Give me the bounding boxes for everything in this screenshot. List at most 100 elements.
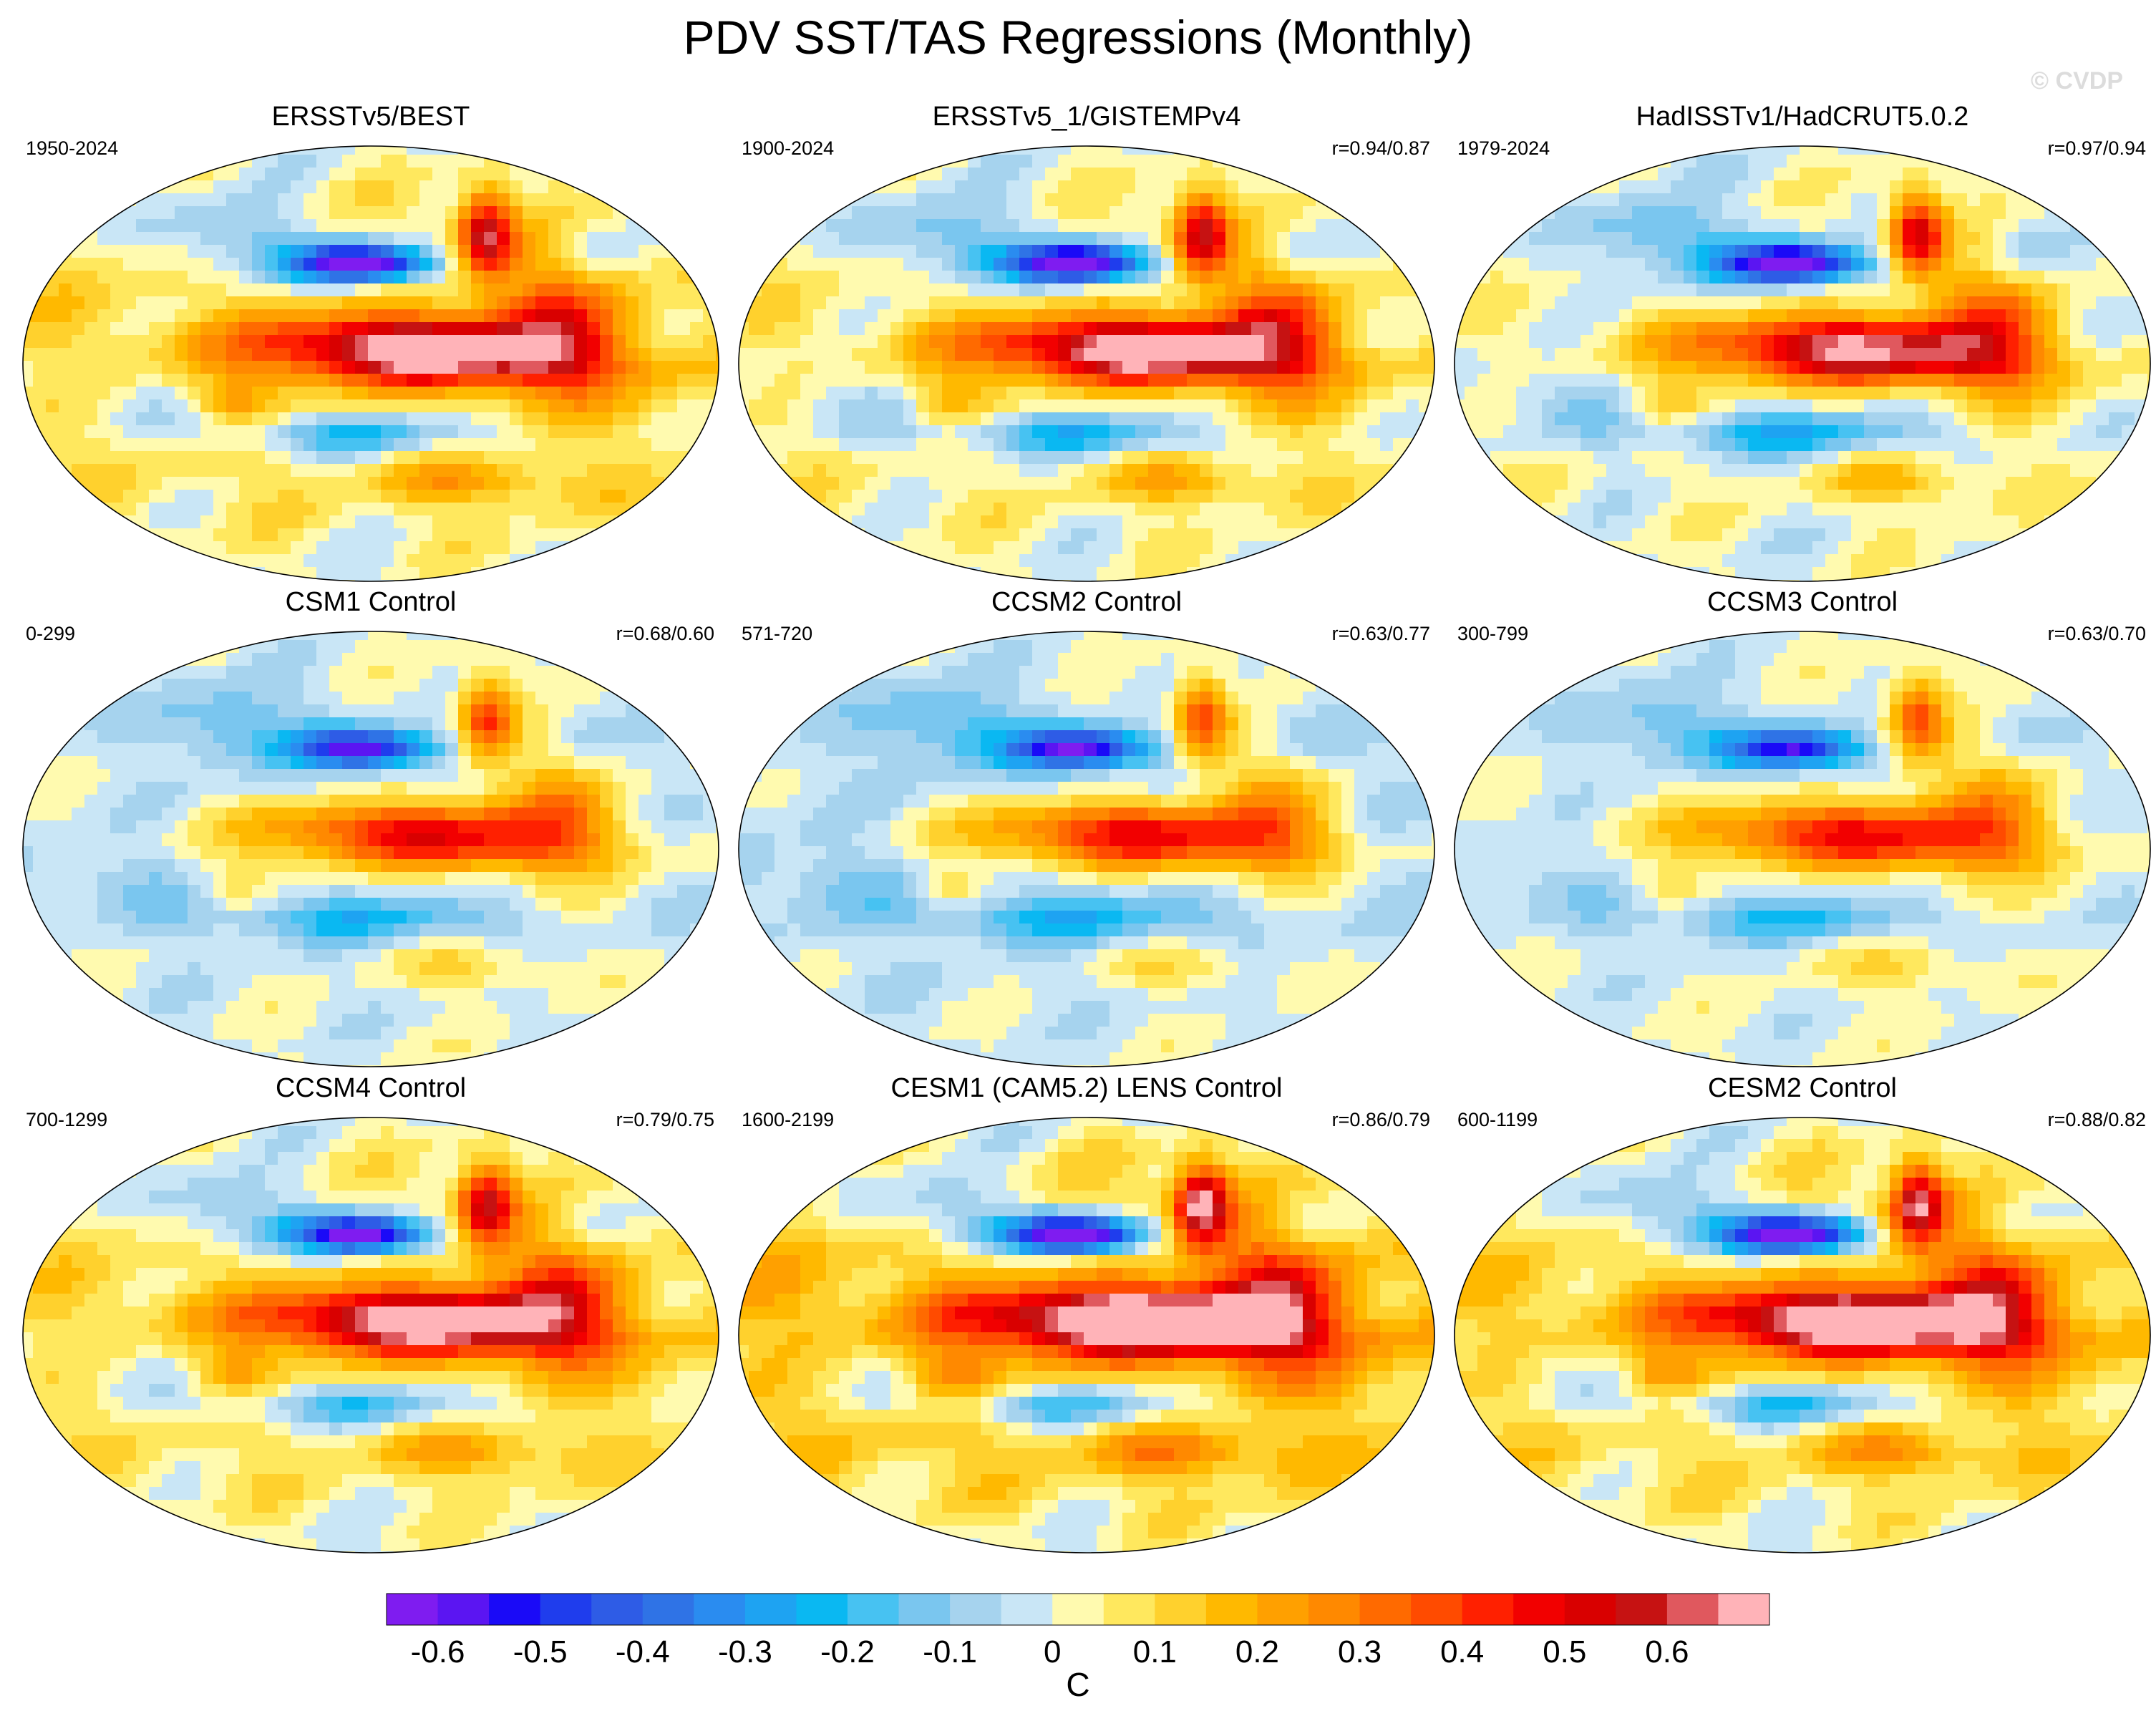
panel-years: 1979-2024	[1457, 137, 1550, 159]
colorbar-swatch	[1308, 1594, 1361, 1625]
regression-field	[23, 1118, 719, 1553]
panel-years: 600-1199	[1457, 1109, 1538, 1130]
regression-field	[739, 631, 1434, 1067]
colorbar-tick-label: -0.5	[513, 1634, 568, 1669]
colorbar-tick-label: -0.3	[718, 1634, 772, 1669]
panel-correlation: r=0.88/0.82	[2047, 1109, 2146, 1130]
colorbar-swatch	[1359, 1594, 1412, 1625]
map-panel: CESM2 Control 600-1199 r=0.88/0.82	[1444, 1073, 2156, 1564]
map-plot	[738, 1117, 1435, 1553]
map-outline	[1454, 1117, 2151, 1553]
map-plot	[22, 145, 719, 582]
colorbar-swatch	[1103, 1594, 1155, 1625]
map-plot	[22, 1117, 719, 1553]
colorbar-tick-label: 0.1	[1133, 1634, 1177, 1669]
panel-correlation: r=0.94/0.87	[1331, 137, 1430, 159]
colorbar-tick-label: 0.6	[1645, 1634, 1689, 1669]
map-outline	[738, 145, 1435, 582]
colorbar-swatch	[387, 1594, 439, 1625]
panel-correlation: r=0.68/0.60	[616, 623, 714, 644]
map-outline	[22, 631, 719, 1067]
map-panel: CSM1 Control 0-299 r=0.68/0.60	[13, 587, 729, 1078]
figure-title: PDV SST/TAS Regressions (Monthly)	[683, 11, 1473, 64]
colorbar-tick-label: -0.4	[616, 1634, 670, 1669]
colorbar-swatch	[1666, 1594, 1719, 1625]
map-panel: ERSSTv5/BEST 1950-2024	[13, 102, 729, 593]
colorbar-frame	[386, 1593, 1770, 1626]
map-plot	[22, 631, 719, 1067]
map-panel: HadISSTv1/HadCRUT5.0.2 1979-2024 r=0.97/0.…	[1444, 102, 2156, 593]
map-outline	[1454, 145, 2151, 582]
colorbar-swatch	[437, 1594, 490, 1625]
map-plot	[738, 631, 1435, 1067]
colorbar-swatch	[1616, 1594, 1668, 1625]
regression-field	[1455, 631, 2150, 1067]
map-panel: CCSM3 Control 300-799 r=0.63/0.70	[1444, 587, 2156, 1078]
colorbar-swatch	[898, 1594, 951, 1625]
colorbar-swatch	[540, 1594, 592, 1625]
colorbar-swatch	[642, 1594, 694, 1625]
colorbar-swatch	[1155, 1594, 1207, 1625]
panel-title: CCSM4 Control	[275, 1073, 467, 1103]
panel-title: ERSSTv5/BEST	[271, 102, 470, 132]
panel-title: CCSM2 Control	[991, 587, 1183, 617]
panel-years: 0-299	[26, 623, 76, 644]
map-panel: CCSM2 Control 571-720 r=0.63/0.77	[729, 587, 1444, 1078]
colorbar-tick-label: -0.6	[411, 1634, 465, 1669]
colorbar-swatch	[1205, 1594, 1258, 1625]
colorbar-swatch	[1564, 1594, 1616, 1625]
regression-field	[23, 146, 719, 581]
colorbar-unit-label: C	[1066, 1666, 1090, 1703]
map-panel: ERSSTv5_1/GISTEMPv4 1900-2024 r=0.94/0.87	[729, 102, 1444, 593]
panel-title: CCSM3 Control	[1706, 587, 1898, 617]
regression-field	[1455, 1118, 2150, 1553]
panel-years: 1900-2024	[742, 137, 835, 159]
map-panel: CCSM4 Control 700-1299 r=0.79/0.75	[13, 1073, 729, 1564]
panel-years: 1600-2199	[742, 1109, 835, 1130]
colorbar-tick-label: 0.5	[1543, 1634, 1586, 1669]
colorbar-tick-label: -0.1	[923, 1634, 977, 1669]
map-outline	[22, 145, 719, 582]
colorbar-swatch	[950, 1594, 1002, 1625]
map-outline	[1454, 631, 2151, 1067]
panel-title: CESM1 (CAM5.2) LENS Control	[890, 1073, 1283, 1103]
colorbar-swatch	[1001, 1594, 1053, 1625]
panel-years: 300-799	[1457, 623, 1529, 644]
panel-years: 571-720	[742, 623, 813, 644]
regression-field	[23, 631, 719, 1067]
colorbar-tick-label: 0	[1044, 1634, 1061, 1669]
panel-title: CSM1 Control	[285, 587, 457, 617]
regression-field	[739, 1118, 1434, 1553]
panel-correlation: r=0.86/0.79	[1331, 1109, 1430, 1130]
colorbar-swatch	[848, 1594, 900, 1625]
colorbar-swatch	[796, 1594, 848, 1625]
regression-field	[1455, 146, 2150, 581]
colorbar-swatch	[489, 1594, 541, 1625]
colorbar-swatch	[1052, 1594, 1104, 1625]
panel-title: CESM2 Control	[1708, 1073, 1897, 1103]
panel-years: 1950-2024	[26, 137, 119, 159]
panel-title: ERSSTv5_1/GISTEMPv4	[932, 102, 1241, 132]
colorbar-swatch	[1513, 1594, 1565, 1625]
colorbar-swatch	[1257, 1594, 1309, 1625]
panel-correlation: r=0.63/0.77	[1331, 623, 1430, 644]
panel-correlation: r=0.63/0.70	[2047, 623, 2146, 644]
colorbar-swatch	[1411, 1594, 1463, 1625]
map-outline	[22, 1117, 719, 1553]
colorbar-tick-label: 0.3	[1338, 1634, 1382, 1669]
watermark: © CVDP	[2031, 67, 2123, 94]
map-panel: CESM1 (CAM5.2) LENS Control 1600-2199 r=0.…	[729, 1073, 1444, 1564]
colorbar-swatch	[591, 1594, 644, 1625]
colorbar-swatch	[1718, 1594, 1770, 1625]
panel-correlation: r=0.97/0.94	[2047, 137, 2146, 159]
colorbar-swatch	[1462, 1594, 1514, 1625]
map-outline	[738, 631, 1435, 1067]
colorbar-tick-label: -0.2	[820, 1634, 875, 1669]
colorbar-tick-label: 0.2	[1235, 1634, 1279, 1669]
map-plot	[1454, 631, 2151, 1067]
map-outline	[738, 1117, 1435, 1553]
map-plot	[738, 145, 1435, 582]
map-plot	[1454, 145, 2151, 582]
panel-correlation: r=0.79/0.75	[616, 1109, 714, 1130]
map-plot	[1454, 1117, 2151, 1553]
